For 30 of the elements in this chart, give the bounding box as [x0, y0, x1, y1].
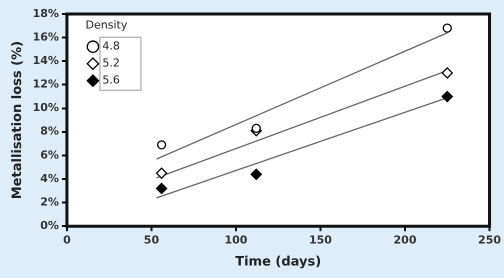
y-tick-label: 10%	[32, 101, 59, 114]
y-tick-label: 0%	[40, 219, 59, 232]
y-tick-label: 8%	[40, 124, 59, 138]
x-tick-label: 250	[478, 234, 502, 247]
x-axis-title: Time (days)	[235, 254, 322, 270]
x-tick-label: 150	[309, 234, 332, 247]
x-tick-label: 50	[144, 234, 160, 247]
point	[252, 124, 261, 133]
y-axis-title: Metallisation loss (%)	[10, 40, 26, 200]
point	[442, 23, 452, 33]
y-tick-label: 16%	[32, 30, 59, 44]
x-tick-label: 100	[224, 234, 248, 247]
legend-label: 5.6	[102, 74, 120, 87]
point	[156, 182, 168, 194]
point	[442, 67, 453, 79]
y-tick-label: 18%	[32, 6, 59, 20]
x-tick-label: 0	[63, 234, 72, 247]
y-tick-label: 14%	[32, 54, 59, 68]
legend-label: 4.8	[102, 40, 120, 53]
point	[156, 168, 168, 179]
x-tick-label: 200	[394, 234, 417, 247]
point	[156, 140, 166, 150]
y-tick-label: 2%	[40, 195, 59, 208]
legend-title: Density	[86, 18, 128, 32]
y-tick-label: 6%	[40, 148, 59, 162]
point	[442, 90, 453, 102]
y-tick-label: 12%	[32, 78, 59, 91]
y-tick-label: 4%	[40, 172, 59, 185]
point	[250, 168, 262, 180]
legend-label: 5.2	[102, 56, 120, 70]
